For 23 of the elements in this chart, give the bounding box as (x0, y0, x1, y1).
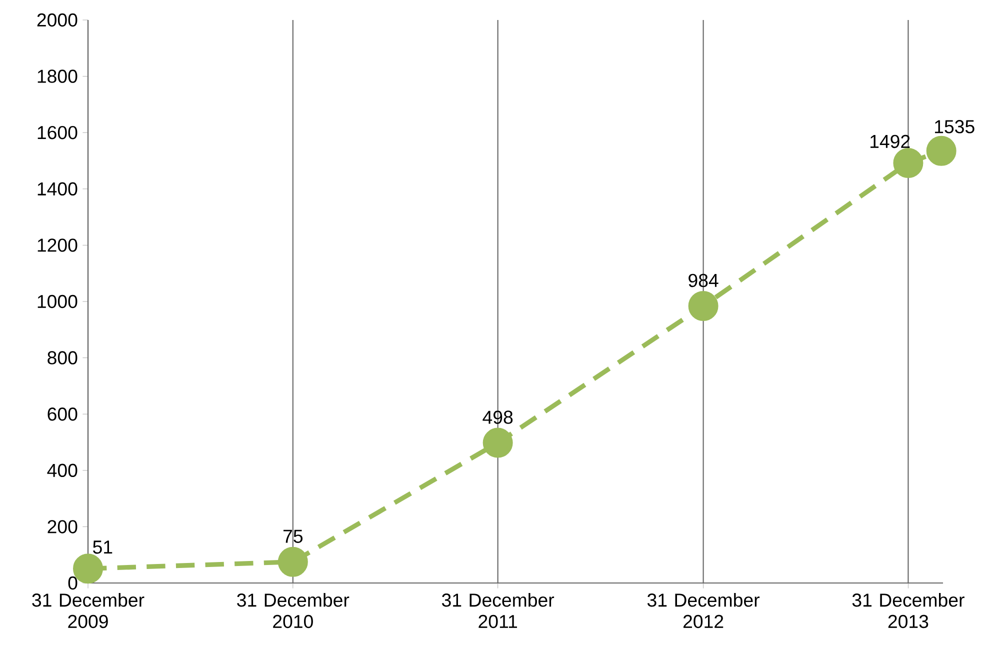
y-tick-label: 600 (48, 407, 78, 421)
x-tick-label: 31 December 2013 (852, 593, 964, 628)
y-tick-label: 1200 (38, 238, 78, 252)
data-label: 51 (93, 540, 112, 554)
x-tick-label: 31 December 2009 (32, 593, 144, 628)
y-tick-label: 2000 (37, 13, 78, 27)
point (688, 291, 718, 322)
data-label: 1535 (935, 120, 974, 134)
point (926, 136, 956, 166)
y-tick-label: 200 (48, 520, 78, 534)
y-tick-label: 1400 (38, 182, 78, 196)
y-tick-label: 1600 (38, 126, 78, 140)
point (893, 148, 924, 178)
y-tick-label: 800 (48, 351, 78, 364)
y-tick-label: 400 (47, 464, 78, 478)
x-tick-label: 31 December 2010 (237, 593, 350, 628)
y-tick-label: 1800 (38, 70, 78, 83)
x-tick-label: 31 December 2011 (442, 593, 554, 628)
x-tick-label: 31 December 2012 (647, 593, 760, 628)
point (482, 428, 513, 458)
y-tick-label: 1000 (38, 294, 78, 308)
y-tick-label: 0 (68, 576, 78, 590)
point (278, 546, 308, 577)
